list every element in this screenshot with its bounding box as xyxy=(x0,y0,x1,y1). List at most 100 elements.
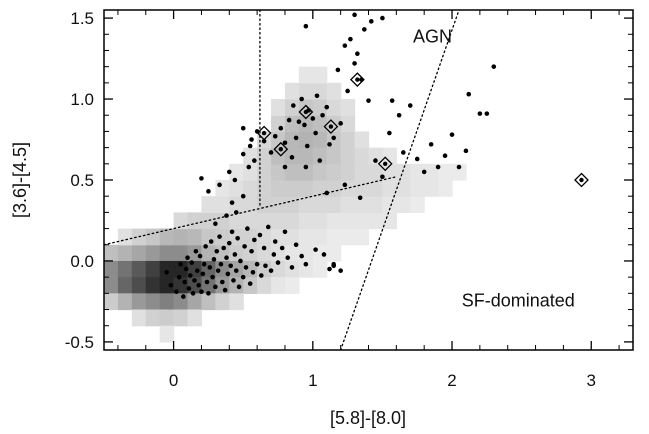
density-cell xyxy=(173,260,189,278)
data-point xyxy=(313,130,318,136)
density-cell xyxy=(382,180,397,197)
diamond-marker xyxy=(323,119,339,134)
data-point xyxy=(259,273,264,278)
data-point xyxy=(261,245,267,251)
density-cell xyxy=(298,260,314,278)
data-point xyxy=(189,260,195,265)
data-point xyxy=(240,193,246,199)
data-point xyxy=(463,148,469,154)
density-cell xyxy=(284,277,300,294)
y-axis-label: [3.6]-[4.5] xyxy=(10,142,30,218)
density-cell xyxy=(368,196,384,213)
density-cell xyxy=(257,196,272,213)
data-point xyxy=(215,268,221,273)
data-point xyxy=(282,140,288,146)
density-cell xyxy=(298,244,314,262)
data-point xyxy=(204,279,210,285)
data-point xyxy=(285,255,291,261)
data-point xyxy=(168,282,174,288)
data-point xyxy=(203,244,208,249)
density-cell xyxy=(340,147,356,165)
y-tick-label: 0.0 xyxy=(70,252,94,271)
density-cell xyxy=(257,228,272,246)
density-cell xyxy=(257,277,272,294)
density-cell xyxy=(215,228,230,246)
data-point xyxy=(314,93,320,99)
data-point xyxy=(217,234,222,239)
data-point xyxy=(286,117,292,123)
density-cell xyxy=(326,196,342,213)
data-point xyxy=(185,255,190,261)
density-cell xyxy=(117,277,133,294)
diamond-center-dot xyxy=(355,77,360,82)
data-point xyxy=(357,195,363,201)
diamond-center-dot xyxy=(328,124,334,129)
density-cell xyxy=(173,244,189,262)
density-cell xyxy=(298,163,314,181)
density-cell xyxy=(354,212,370,230)
divider-line-2 xyxy=(104,176,397,246)
data-point xyxy=(252,158,257,163)
data-point xyxy=(232,177,238,183)
density-cell xyxy=(159,325,175,343)
density-cell xyxy=(145,228,161,246)
data-point xyxy=(247,143,253,149)
data-point xyxy=(289,265,295,270)
data-point xyxy=(289,155,295,160)
data-point xyxy=(235,235,240,241)
density-cell xyxy=(243,228,258,246)
density-cell xyxy=(326,212,342,230)
data-point xyxy=(221,245,227,251)
density-cell xyxy=(257,147,272,165)
data-point xyxy=(373,158,378,163)
data-point xyxy=(456,164,462,170)
data-point xyxy=(396,112,402,118)
data-point xyxy=(265,224,271,230)
divider-line-3 xyxy=(340,10,460,350)
density-cell xyxy=(312,147,328,165)
data-point xyxy=(238,258,243,264)
data-point xyxy=(327,142,332,147)
data-point xyxy=(407,103,413,108)
density-cell xyxy=(424,180,439,197)
data-point xyxy=(421,169,427,175)
density-cell xyxy=(382,212,397,230)
data-point xyxy=(352,61,357,66)
density-cell xyxy=(271,147,286,165)
density-cell xyxy=(326,163,342,181)
density-cell xyxy=(382,163,397,181)
density-cell xyxy=(438,163,453,181)
data-point xyxy=(352,12,357,18)
data-point xyxy=(186,286,192,291)
density-cell xyxy=(368,180,384,197)
diamond-marker xyxy=(273,141,289,157)
density-cell xyxy=(145,260,161,278)
density-cell xyxy=(340,180,356,197)
data-point xyxy=(268,150,274,155)
data-point xyxy=(302,122,307,128)
data-point xyxy=(164,269,169,275)
density-cell xyxy=(243,180,258,197)
density-cell xyxy=(131,260,147,278)
density-cell xyxy=(326,99,342,116)
data-point xyxy=(414,156,420,162)
density-cell xyxy=(382,147,397,165)
data-point xyxy=(181,294,186,299)
data-point xyxy=(477,111,483,116)
data-point xyxy=(176,274,182,280)
density-cell xyxy=(284,212,300,230)
data-point xyxy=(345,88,350,94)
data-point xyxy=(217,182,222,188)
density-cell xyxy=(201,228,216,246)
data-point xyxy=(368,19,374,24)
density-cell xyxy=(340,196,356,213)
density-cell xyxy=(410,180,425,197)
data-point xyxy=(275,260,281,265)
density-cell xyxy=(326,147,342,165)
data-point xyxy=(229,200,235,205)
data-point xyxy=(355,51,360,57)
data-point xyxy=(304,143,310,149)
data-point xyxy=(331,261,336,267)
density-cell xyxy=(187,212,203,230)
data-point xyxy=(247,281,253,286)
